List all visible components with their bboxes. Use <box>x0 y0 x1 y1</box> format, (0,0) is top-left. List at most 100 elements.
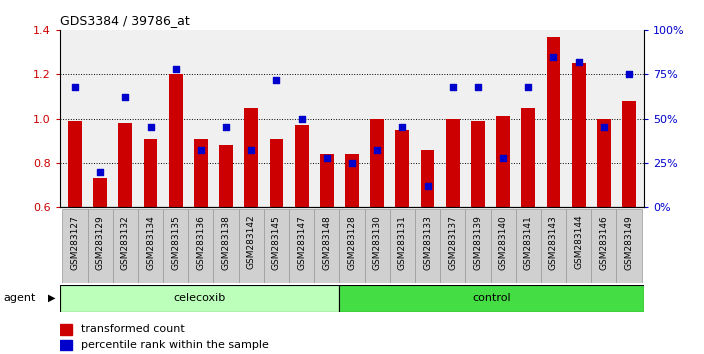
Bar <box>289 209 314 283</box>
Bar <box>465 209 491 283</box>
Bar <box>60 340 72 350</box>
Bar <box>163 209 188 283</box>
Text: GSM283145: GSM283145 <box>272 215 281 269</box>
Point <box>422 183 433 189</box>
Point <box>296 116 307 121</box>
Bar <box>244 108 258 207</box>
Point <box>624 72 635 77</box>
Point <box>447 84 458 90</box>
Point <box>94 169 106 175</box>
Bar <box>446 119 460 207</box>
Bar <box>546 37 560 207</box>
Text: GSM283143: GSM283143 <box>549 215 558 269</box>
Text: agent: agent <box>4 293 36 303</box>
Bar <box>118 123 132 207</box>
Text: GSM283130: GSM283130 <box>372 215 382 270</box>
Point <box>472 84 484 90</box>
Bar <box>87 209 113 283</box>
Bar <box>541 209 566 283</box>
Text: GSM283140: GSM283140 <box>498 215 508 269</box>
Text: GDS3384 / 39786_at: GDS3384 / 39786_at <box>60 14 189 27</box>
Bar <box>68 121 82 207</box>
Point <box>598 125 610 130</box>
Bar <box>471 121 485 207</box>
Text: GSM283142: GSM283142 <box>247 215 256 269</box>
Text: GSM283148: GSM283148 <box>322 215 332 269</box>
Point <box>120 95 131 100</box>
Text: GSM283131: GSM283131 <box>398 215 407 270</box>
Bar <box>93 178 107 207</box>
Bar <box>390 209 415 283</box>
Point <box>220 125 232 130</box>
Text: celecoxib: celecoxib <box>173 293 226 303</box>
Bar <box>339 209 365 283</box>
Bar <box>113 209 138 283</box>
Text: GSM283133: GSM283133 <box>423 215 432 270</box>
Text: transformed count: transformed count <box>81 324 184 334</box>
Point <box>548 54 559 59</box>
Bar <box>144 138 158 207</box>
Point <box>170 66 182 72</box>
Point <box>397 125 408 130</box>
Bar <box>345 154 359 207</box>
Text: GSM283144: GSM283144 <box>574 215 583 269</box>
Text: GSM283149: GSM283149 <box>624 215 634 269</box>
Text: GSM283127: GSM283127 <box>70 215 80 269</box>
Text: GSM283136: GSM283136 <box>196 215 206 270</box>
Bar <box>496 116 510 207</box>
Point <box>372 148 383 153</box>
Text: GSM283135: GSM283135 <box>171 215 180 270</box>
Bar <box>597 119 611 207</box>
Bar <box>396 130 409 207</box>
Point <box>321 155 332 160</box>
Point <box>271 77 282 82</box>
Bar <box>219 145 233 207</box>
Bar <box>572 63 586 207</box>
Bar <box>370 119 384 207</box>
Bar <box>138 209 163 283</box>
Bar <box>320 154 334 207</box>
Bar <box>516 209 541 283</box>
Bar <box>617 209 641 283</box>
Point <box>573 59 584 65</box>
Text: GSM283137: GSM283137 <box>448 215 457 270</box>
Point <box>69 84 80 90</box>
Bar <box>314 209 339 283</box>
Point <box>145 125 156 130</box>
Point <box>522 84 534 90</box>
Bar <box>194 138 208 207</box>
Text: GSM283129: GSM283129 <box>96 215 105 269</box>
Point <box>195 148 206 153</box>
Bar <box>440 209 465 283</box>
Text: GSM283132: GSM283132 <box>121 215 130 269</box>
Bar <box>213 209 239 283</box>
Text: GSM283134: GSM283134 <box>146 215 155 269</box>
Bar <box>491 209 516 283</box>
Point <box>246 148 257 153</box>
Bar <box>60 324 72 335</box>
Text: GSM283141: GSM283141 <box>524 215 533 269</box>
Text: GSM283138: GSM283138 <box>222 215 231 270</box>
Text: GSM283128: GSM283128 <box>348 215 356 269</box>
Bar <box>415 209 440 283</box>
Bar <box>295 125 308 207</box>
Text: percentile rank within the sample: percentile rank within the sample <box>81 340 269 350</box>
Point <box>498 155 509 160</box>
Bar <box>522 108 535 207</box>
Bar <box>622 101 636 207</box>
Bar <box>591 209 617 283</box>
Text: GSM283146: GSM283146 <box>599 215 608 269</box>
Text: GSM283147: GSM283147 <box>297 215 306 269</box>
Bar <box>566 209 591 283</box>
Bar <box>365 209 390 283</box>
Bar <box>188 209 213 283</box>
Bar <box>60 285 339 312</box>
Text: GSM283139: GSM283139 <box>473 215 482 270</box>
Text: control: control <box>472 293 511 303</box>
Bar <box>270 138 284 207</box>
Bar <box>239 209 264 283</box>
Bar <box>169 74 182 207</box>
Bar <box>420 150 434 207</box>
Bar <box>339 285 644 312</box>
Bar <box>63 209 87 283</box>
